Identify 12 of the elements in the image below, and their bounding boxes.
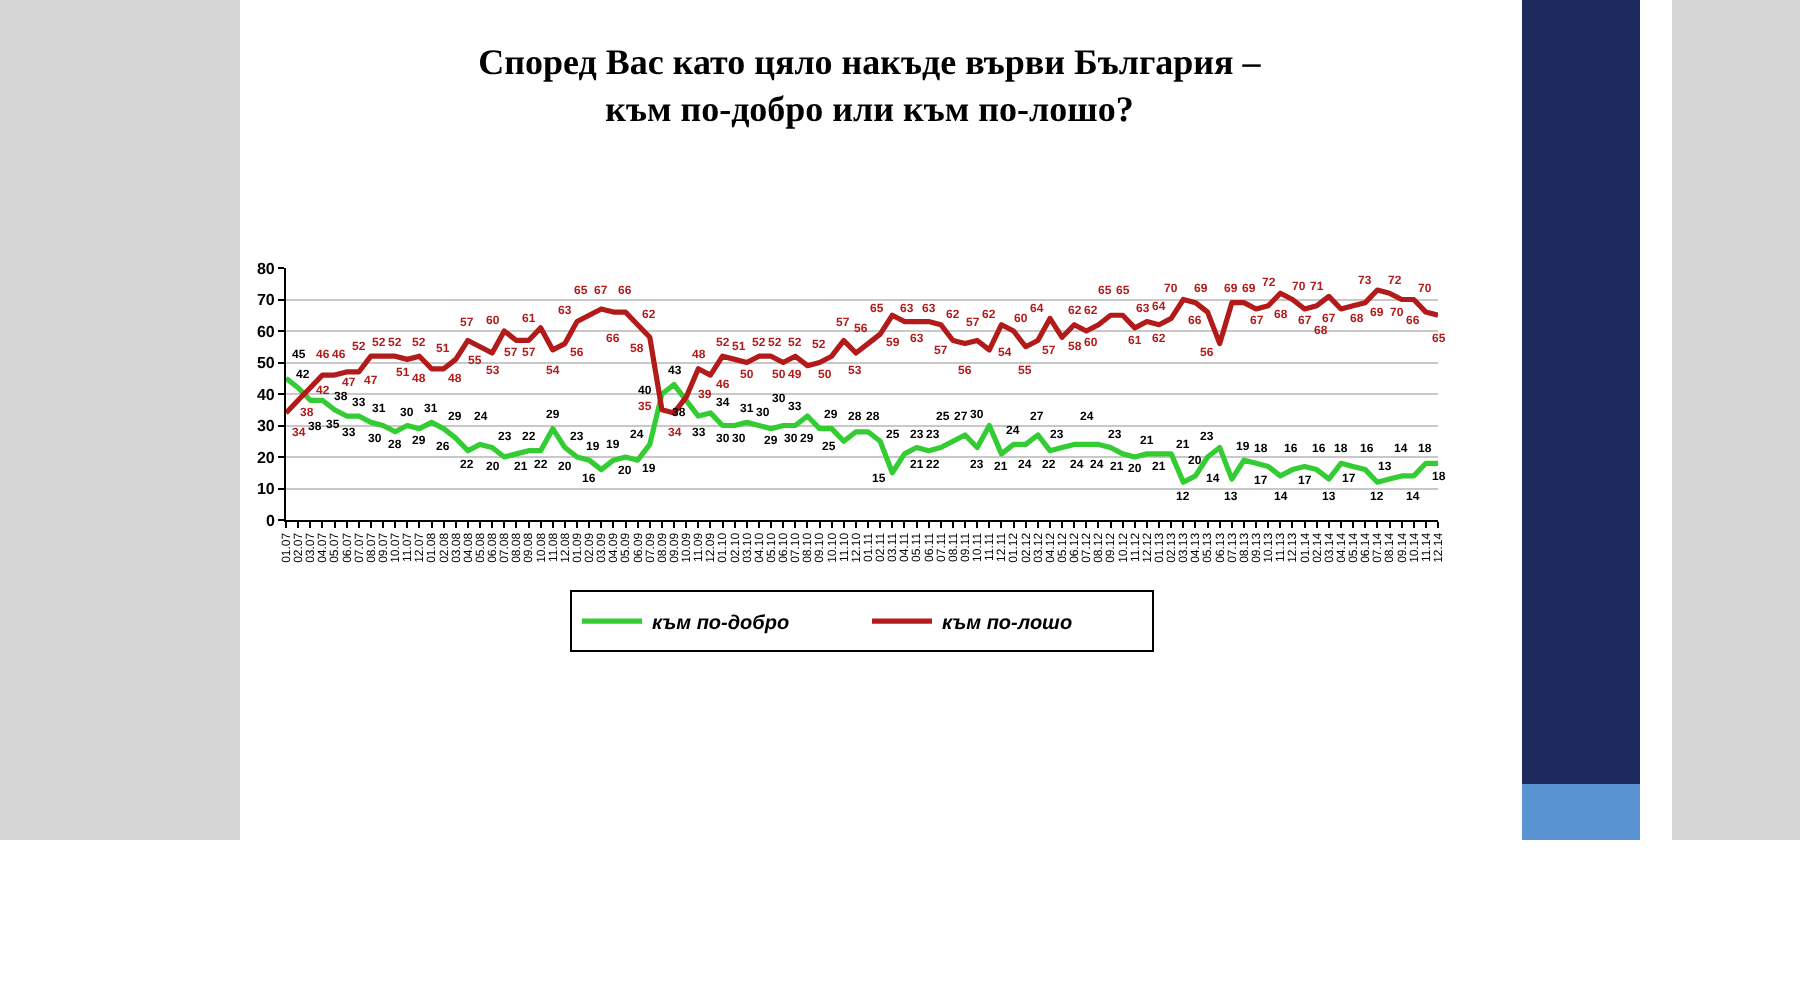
legend-label: към по-добро [652,612,790,635]
y-tick-label: 10 [256,480,276,499]
y-tick-label: 50 [256,354,276,373]
legend-label: към по-лошо [942,612,1073,635]
y-tick-label: 70 [256,291,276,310]
y-tick-label: 80 [256,259,276,278]
y-tick-label: 0 [265,511,276,530]
y-tick-label: 30 [256,417,276,436]
y-tick-label: 40 [256,385,276,404]
y-tick-label: 20 [256,448,276,467]
y-tick-label: 60 [256,322,276,341]
chart-title: Според Вас като цяло накъде върви България – към по-добро или към по-лошо? [478,42,1263,129]
